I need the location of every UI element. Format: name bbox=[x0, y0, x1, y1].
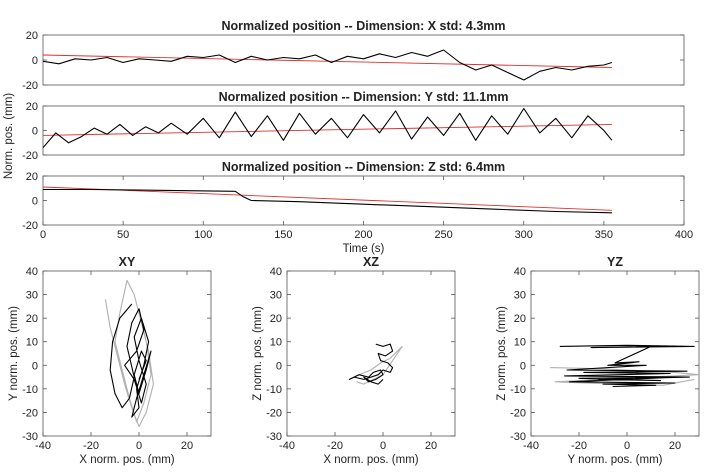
x-tick-label: 20 bbox=[669, 440, 681, 452]
y-tick-label: 40 bbox=[26, 266, 38, 278]
series-line-1 bbox=[43, 49, 613, 81]
y-axis-label: Y norm. pos. (mm) bbox=[8, 306, 20, 401]
x-tick-label: -20 bbox=[571, 440, 587, 452]
x-tick-label: 20 bbox=[425, 440, 437, 452]
y-tick-label: -10 bbox=[266, 384, 282, 396]
y-tick-label: -20 bbox=[22, 150, 38, 162]
series-line-1 bbox=[559, 344, 695, 388]
y-tick-label: 40 bbox=[514, 266, 526, 278]
y-tick-label: 10 bbox=[26, 337, 38, 349]
x-tick-label: 0 bbox=[380, 440, 386, 452]
x-axis-label: Time (s) bbox=[343, 243, 385, 255]
y-tick-label: -10 bbox=[510, 384, 526, 396]
chart-title: XZ bbox=[363, 255, 379, 269]
series-line-1 bbox=[43, 188, 612, 214]
y-tick-label: 20 bbox=[26, 313, 38, 325]
x-axis-label: X norm. pos. (mm) bbox=[79, 454, 174, 466]
chart-2: -20 0 20 Normalized position -- Dimension: … bbox=[22, 90, 685, 162]
x-tick-label: -40 bbox=[279, 440, 295, 452]
y-tick-label: 10 bbox=[514, 337, 526, 349]
y-tick-label: 0 bbox=[32, 196, 38, 208]
series-line-2 bbox=[43, 186, 612, 211]
y-tick-label: 20 bbox=[26, 171, 38, 183]
x-tick-label: -20 bbox=[327, 440, 343, 452]
shared-ylabel: Norm. pos. (mm) bbox=[3, 93, 15, 179]
chart-title: YZ bbox=[607, 255, 623, 269]
y-tick-label: 20 bbox=[26, 101, 38, 113]
plot-frame bbox=[42, 270, 212, 437]
y-tick-label: -30 bbox=[510, 431, 526, 443]
y-tick-label: -20 bbox=[22, 220, 38, 232]
y-tick-label: 0 bbox=[520, 360, 526, 372]
y-tick-label: 20 bbox=[514, 313, 526, 325]
x-tick-label: 100 bbox=[194, 229, 212, 241]
y-tick-label: 30 bbox=[270, 290, 282, 302]
y-tick-label: -30 bbox=[22, 431, 38, 443]
series-line-2 bbox=[43, 123, 612, 136]
x-tick-label: -20 bbox=[83, 440, 99, 452]
x-tick-label: -40 bbox=[523, 440, 539, 452]
y-tick-label: 20 bbox=[270, 313, 282, 325]
chart-4: -30 -20 -10 0 10 20 30 40 -40 -20 0 20 XY X norm. pos… bbox=[8, 255, 212, 466]
y-tick-label: 20 bbox=[26, 30, 38, 42]
plot-frame bbox=[286, 270, 456, 437]
y-tick-label: 0 bbox=[32, 55, 38, 67]
x-tick-label: 0 bbox=[136, 440, 142, 452]
y-tick-label: 40 bbox=[270, 266, 282, 278]
chart-title: XY bbox=[119, 255, 136, 269]
chart-title: Normalized position -- Dimension: X std:… bbox=[221, 19, 505, 33]
x-axis-label: Y norm. pos. (mm) bbox=[568, 454, 663, 466]
y-tick-label: -20 bbox=[510, 407, 526, 419]
series-line-1 bbox=[43, 107, 613, 149]
y-axis-label: Z norm. pos. (mm) bbox=[496, 306, 508, 401]
chart-1: -20 0 20 Normalized position -- Dimension: … bbox=[22, 19, 685, 92]
x-axis-label: X norm. pos. (mm) bbox=[323, 454, 418, 466]
x-tick-label: 20 bbox=[181, 440, 193, 452]
y-tick-label: 0 bbox=[32, 126, 38, 138]
chart-title: Normalized position -- Dimension: Z std:… bbox=[222, 160, 505, 174]
x-tick-label: 250 bbox=[434, 229, 452, 241]
y-tick-label: -20 bbox=[22, 407, 38, 419]
x-tick-label: 200 bbox=[354, 229, 372, 241]
y-tick-label: -30 bbox=[266, 431, 282, 443]
y-tick-label: 0 bbox=[276, 360, 282, 372]
x-tick-label: 0 bbox=[40, 229, 46, 241]
series-line-1 bbox=[348, 343, 394, 385]
plot-frame bbox=[42, 34, 685, 86]
series-line-2 bbox=[104, 279, 154, 428]
x-tick-label: 150 bbox=[274, 229, 292, 241]
y-tick-label: 30 bbox=[514, 290, 526, 302]
y-tick-label: 0 bbox=[32, 360, 38, 372]
chart-5: -30 -20 -10 0 10 20 30 40 -40 -20 0 20 XZ X norm. pos… bbox=[252, 255, 456, 466]
chart-6: -30 -20 -10 0 10 20 30 40 -40 -20 0 20 YZ Y norm. pos… bbox=[496, 255, 700, 466]
x-tick-label: 350 bbox=[595, 229, 613, 241]
x-tick-label: 300 bbox=[515, 229, 533, 241]
series-line-1 bbox=[109, 303, 152, 418]
y-tick-label: -10 bbox=[22, 384, 38, 396]
plot-frame bbox=[530, 270, 700, 437]
y-axis-label: Z norm. pos. (mm) bbox=[252, 306, 264, 401]
chart-title: Normalized position -- Dimension: Y std:… bbox=[219, 90, 509, 104]
y-tick-label: -20 bbox=[266, 407, 282, 419]
y-tick-label: 30 bbox=[26, 290, 38, 302]
x-tick-label: 400 bbox=[675, 229, 693, 241]
x-tick-label: -40 bbox=[35, 440, 51, 452]
x-tick-label: 50 bbox=[117, 229, 129, 241]
y-tick-label: 10 bbox=[270, 337, 282, 349]
y-tick-label: -20 bbox=[22, 80, 38, 92]
x-tick-label: 0 bbox=[624, 440, 630, 452]
